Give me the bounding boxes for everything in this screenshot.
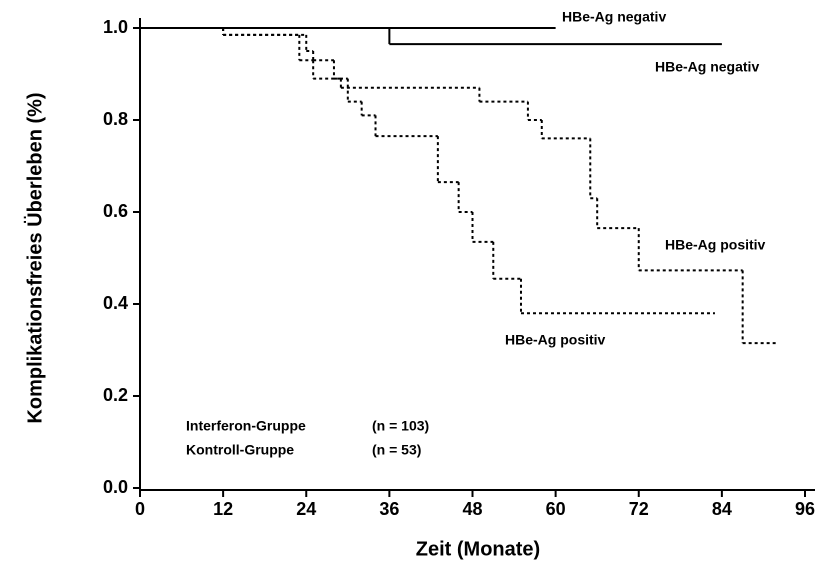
series-label: HBe-Ag positiv [505, 332, 606, 348]
x-tick-label: 72 [629, 499, 649, 519]
x-tick-label: 24 [296, 499, 316, 519]
y-tick-label: 0.0 [103, 477, 128, 497]
x-tick-label: 84 [712, 499, 732, 519]
series-label: HBe-Ag positiv [665, 237, 766, 253]
group-count: (n = 53) [372, 442, 421, 458]
group-name: Interferon-Gruppe [186, 418, 306, 434]
x-tick-label: 48 [462, 499, 482, 519]
series-label: HBe-Ag negativ [562, 9, 666, 25]
y-tick-label: 0.6 [103, 201, 128, 221]
x-tick-label: 12 [213, 499, 233, 519]
x-tick-label: 36 [379, 499, 399, 519]
y-tick-label: 0.8 [103, 109, 128, 129]
group-count: (n = 103) [372, 418, 429, 434]
y-axis-title: Komplikationsfreies Überleben (%) [23, 92, 46, 423]
y-tick-label: 0.2 [103, 385, 128, 405]
x-tick-label: 60 [546, 499, 566, 519]
y-tick-label: 0.4 [103, 293, 128, 313]
x-tick-label: 96 [795, 499, 815, 519]
group-name: Kontroll-Gruppe [186, 442, 294, 458]
x-tick-label: 0 [135, 499, 145, 519]
x-axis-title: Zeit (Monate) [416, 538, 540, 560]
y-tick-label: 1.0 [103, 17, 128, 37]
series-label: HBe-Ag negativ [655, 59, 759, 75]
